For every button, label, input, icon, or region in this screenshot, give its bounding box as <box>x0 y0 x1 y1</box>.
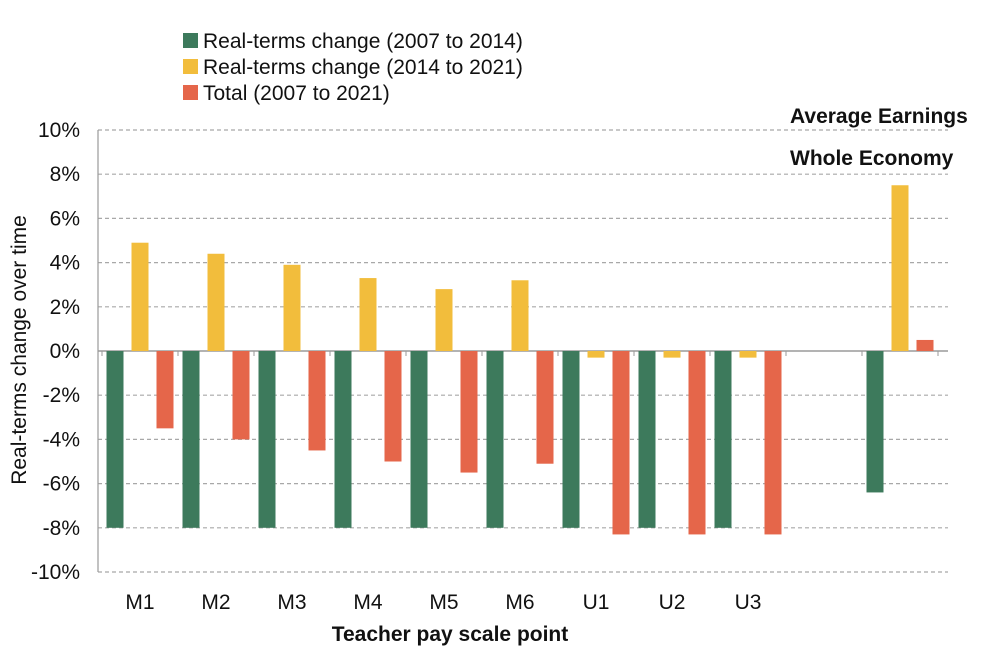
x-tick-label: U1 <box>583 591 610 614</box>
legend-label-total: Total (2007 to 2021) <box>203 82 390 105</box>
x-tick-label: M5 <box>429 591 458 614</box>
bar-whole-economy-series-0 <box>866 351 884 493</box>
bar-u3-series-2 <box>764 351 782 535</box>
bar-m6-series-1 <box>511 280 529 351</box>
y-tick-label: 2% <box>50 296 80 319</box>
legend-swatch-2014-2021 <box>183 59 198 74</box>
x-tick-label: M4 <box>353 591 382 614</box>
x-tick-label: U3 <box>735 591 762 614</box>
bar-u2-series-2 <box>688 351 706 535</box>
bar-m6-series-0 <box>486 351 504 528</box>
bar-m4-series-0 <box>334 351 352 528</box>
bar-m2-series-0 <box>182 351 200 528</box>
bar-m3-series-0 <box>258 351 276 528</box>
bar-m2-series-2 <box>232 351 250 440</box>
bar-m5-series-1 <box>435 289 453 351</box>
bar-m5-series-0 <box>410 351 428 528</box>
x-axis-title: Teacher pay scale point <box>332 623 569 646</box>
bar-u1-series-2 <box>612 351 630 535</box>
bar-u2-series-1 <box>663 351 681 358</box>
bar-m3-series-1 <box>283 264 301 351</box>
x-tick-label: U2 <box>659 591 686 614</box>
annotation-whole-economy: Whole Economy <box>790 147 954 170</box>
y-tick-label: 8% <box>50 163 80 186</box>
x-tick-label: M2 <box>201 591 230 614</box>
bar-m6-series-2 <box>536 351 554 464</box>
y-tick-label: 6% <box>50 207 80 230</box>
legend-swatch-total <box>183 85 198 100</box>
y-tick-labels: -10% -8% -6% -4% -2% 0% 2% 4% 6% 8% 10% <box>31 119 80 584</box>
bar-u3-series-1 <box>739 351 757 358</box>
x-tick-label: M1 <box>125 591 154 614</box>
x-tick-labels: M1 M2 M3 M4 M5 M6 U1 U2 U3 <box>101 351 939 614</box>
y-tick-label: 4% <box>50 252 80 275</box>
legend-label-2007-2014: Real-terms change (2007 to 2014) <box>203 30 523 53</box>
y-tick-label: -8% <box>43 517 80 540</box>
bar-u2-series-0 <box>638 351 656 528</box>
x-tick-label: M6 <box>505 591 534 614</box>
x-tick-label: M3 <box>277 591 306 614</box>
legend-label-2014-2021: Real-terms change (2014 to 2021) <box>203 56 523 79</box>
bar-whole-economy-series-1 <box>891 185 909 351</box>
bar-m3-series-2 <box>308 351 326 451</box>
bar-m1-series-1 <box>131 242 149 351</box>
y-tick-label: -10% <box>31 561 80 584</box>
bar-m1-series-0 <box>106 351 124 528</box>
bar-u1-series-0 <box>562 351 580 528</box>
bar-m4-series-1 <box>359 278 377 351</box>
bar-m5-series-2 <box>460 351 478 473</box>
y-tick-label: -6% <box>43 473 80 496</box>
y-tick-label: -4% <box>43 428 80 451</box>
y-tick-label: -2% <box>43 384 80 407</box>
bar-whole-economy-series-2 <box>916 339 934 351</box>
bar-u3-series-0 <box>714 351 732 528</box>
bar-m1-series-2 <box>156 351 174 429</box>
y-axis-title: Real-terms change over time <box>8 215 31 485</box>
y-tick-label: 10% <box>38 119 80 142</box>
bar-u1-series-1 <box>587 351 605 358</box>
legend-swatch-2007-2014 <box>183 33 198 48</box>
bar-m2-series-1 <box>207 253 225 351</box>
legend: Real-terms change (2007 to 2014) Real-te… <box>183 30 523 105</box>
bar-m4-series-2 <box>384 351 402 462</box>
bars <box>106 185 934 535</box>
y-tick-label: 0% <box>50 340 80 363</box>
annotation-average-earnings: Average Earnings <box>790 105 968 128</box>
